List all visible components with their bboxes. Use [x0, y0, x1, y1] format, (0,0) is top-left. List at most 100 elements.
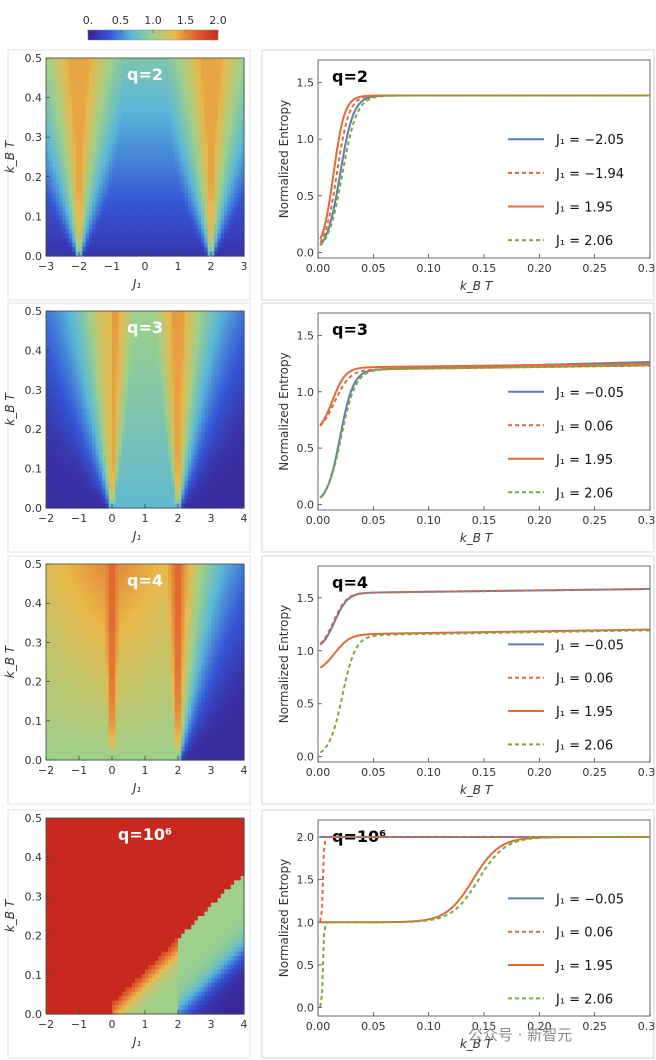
- heatmap-cell: [148, 80, 153, 86]
- heatmap-cell: [102, 220, 106, 226]
- heatmap-cell: [164, 481, 169, 487]
- heatmap-cell: [224, 238, 229, 244]
- heatmap-cell: [112, 242, 116, 248]
- heatmap-cell: [69, 67, 73, 73]
- heatmap-cell: [75, 139, 80, 145]
- heatmap-cell: [118, 202, 123, 208]
- heatmap-cell: [138, 449, 143, 455]
- heatmap-cell: [46, 202, 50, 208]
- heatmap-cell: [217, 85, 222, 91]
- heatmap-cell: [220, 76, 225, 82]
- heatmap-cell: [214, 107, 219, 113]
- heatmap-cell: [214, 328, 219, 334]
- heatmap-cell: [154, 422, 159, 429]
- heatmap-cell: [187, 103, 192, 109]
- heatmap-cell: [240, 67, 245, 73]
- heatmap-cell: [227, 166, 232, 172]
- heatmap-cell: [204, 311, 209, 317]
- heatmap-cell: [187, 315, 192, 321]
- heatmap-cell: [55, 139, 60, 145]
- heatmap-cell: [65, 85, 70, 91]
- heatmap-cell: [98, 387, 103, 393]
- heatmap-cell: [128, 387, 133, 393]
- heatmap-cell: [204, 503, 209, 509]
- heatmap-cell: [168, 382, 172, 388]
- heatmap-cell: [121, 238, 126, 244]
- heatmap-cell: [201, 193, 205, 199]
- heatmap-cell: [201, 333, 205, 339]
- heatmap-cell: [121, 242, 126, 248]
- heatmap-cell: [217, 215, 222, 221]
- heatmap-cell: [178, 58, 182, 64]
- heatmap-cell: [102, 238, 106, 244]
- heatmap-cell: [184, 405, 189, 411]
- heatmap-cell: [112, 503, 116, 509]
- heatmap-cell: [52, 400, 57, 406]
- heatmap-cell: [168, 454, 172, 460]
- heatmap-cell: [197, 193, 202, 199]
- heatmap-cell: [75, 337, 80, 343]
- heatmap-cell: [204, 472, 209, 478]
- heatmap-cell: [115, 387, 120, 393]
- heatmap-cell: [171, 369, 176, 375]
- heatmap-cell: [148, 161, 153, 167]
- heatmap-cell: [174, 445, 179, 451]
- heatmap-cell: [230, 170, 235, 176]
- heatmap-cell: [118, 76, 123, 82]
- heatmap-cell: [148, 242, 153, 248]
- heatmap-cell: [98, 440, 103, 446]
- heatmap-cell: [112, 427, 116, 433]
- heatmap-cell: [105, 161, 110, 167]
- heatmap-cell: [75, 143, 80, 149]
- heatmap-cell: [145, 373, 149, 379]
- heatmap-cell: [102, 373, 106, 379]
- heatmap-cell: [131, 315, 136, 321]
- heatmap-cell: [105, 238, 110, 244]
- heatmap-cell: [138, 215, 143, 221]
- heatmap-cell: [194, 98, 199, 104]
- heatmap-cell: [46, 193, 50, 199]
- heatmap-cell: [201, 445, 205, 451]
- heatmap-cell: [98, 125, 103, 131]
- heatmap-cell: [237, 238, 242, 244]
- heatmap-cell: [121, 342, 126, 348]
- heatmap-cell: [98, 467, 103, 473]
- heatmap-cell: [79, 175, 83, 181]
- heatmap-cell: [161, 139, 166, 145]
- heatmap-cell: [138, 378, 143, 384]
- heatmap-cell: [131, 311, 136, 317]
- heatmap-cell: [128, 413, 133, 420]
- heatmap-cell: [237, 157, 242, 163]
- heatmap-cell: [65, 445, 70, 451]
- heatmap-cell: [131, 373, 136, 379]
- heatmap-cell: [75, 179, 80, 185]
- heatmap-cell: [145, 422, 149, 429]
- heatmap-cell: [161, 188, 166, 194]
- heatmap-cell: [217, 152, 222, 158]
- heatmap-cell: [128, 121, 133, 127]
- heatmap-cell: [105, 179, 110, 185]
- heatmap-cell: [201, 116, 205, 122]
- heatmap-cell: [178, 166, 182, 172]
- heatmap-cell: [168, 112, 172, 118]
- heatmap-cell: [187, 311, 192, 317]
- heatmap-cell: [131, 220, 136, 226]
- heatmap-cell: [95, 485, 100, 491]
- heatmap-cell: [92, 103, 97, 109]
- heatmap-cell: [55, 161, 60, 167]
- heatmap-cell: [112, 396, 116, 402]
- heatmap-cell: [154, 152, 159, 158]
- heatmap-cell: [135, 58, 139, 64]
- heatmap-cell: [164, 76, 169, 82]
- heatmap-cell: [164, 467, 169, 473]
- heatmap-cell: [204, 391, 209, 397]
- heatmap-cell: [85, 378, 90, 384]
- heatmap-cell: [191, 121, 196, 127]
- heatmap-cell: [131, 485, 136, 491]
- heatmap-cell: [95, 373, 100, 379]
- heatmap-cell: [194, 337, 199, 343]
- heatmap-cell: [69, 233, 73, 239]
- heatmap-cell: [131, 242, 136, 248]
- heatmap-cell: [131, 238, 136, 244]
- heatmap-cell: [214, 193, 219, 199]
